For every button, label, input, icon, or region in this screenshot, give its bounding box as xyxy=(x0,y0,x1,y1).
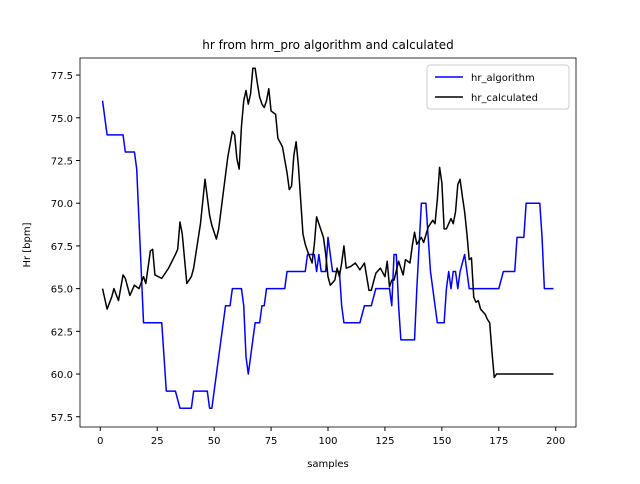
y-tick-label: 77.5 xyxy=(51,71,73,82)
plot-frame xyxy=(79,57,577,428)
line-series xyxy=(101,67,554,379)
y-tick-label: 70.0 xyxy=(51,199,73,210)
legend-box xyxy=(426,64,570,110)
y-tick-label: 75.0 xyxy=(51,114,73,125)
legend-label: hr_algorithm xyxy=(471,73,535,84)
x-tick-label: 50 xyxy=(208,436,221,447)
legend-label: hr_calculated xyxy=(471,93,538,104)
y-tick-label: 62.5 xyxy=(51,327,73,338)
y-tick-label: 57.5 xyxy=(51,413,73,424)
x-tick-label: 150 xyxy=(432,436,451,447)
y-axis-label: Hr [bpm] xyxy=(22,222,33,267)
y-tick-label: 60.0 xyxy=(51,370,73,381)
x-tick-label: 200 xyxy=(546,436,565,447)
x-tick-label: 75 xyxy=(265,436,278,447)
x-tick-label: 100 xyxy=(318,436,337,447)
x-tick-label: 25 xyxy=(151,436,164,447)
x-axis-label: samples xyxy=(307,459,349,470)
y-tick-label: 65.0 xyxy=(51,285,73,296)
chart-title: hr from hrm_pro algorithm and calculated xyxy=(202,38,454,52)
x-tick-label: 0 xyxy=(97,436,103,447)
y-tick-label: 67.5 xyxy=(51,242,73,253)
y-tick-label: 72.5 xyxy=(51,157,73,168)
x-tick-label: 175 xyxy=(489,436,508,447)
x-tick-label: 125 xyxy=(375,436,394,447)
line-series xyxy=(101,100,554,409)
